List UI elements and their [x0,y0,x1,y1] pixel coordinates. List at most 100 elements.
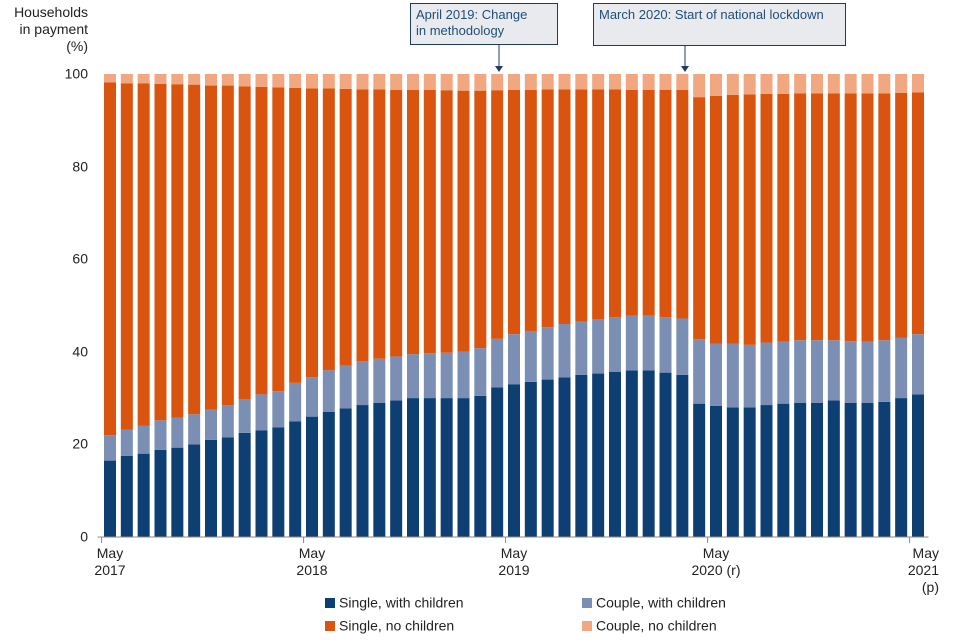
bar-segment [474,348,487,396]
bar-segment [777,93,790,342]
bar-segment [508,334,520,385]
x-tick-label: May 2018 [296,545,328,578]
bar-segment [777,74,790,94]
bar-segment [811,74,823,94]
annotation-arrowhead [495,66,503,72]
bar-segment [238,399,251,433]
bar-segment [356,405,369,537]
bar-segment [423,398,436,537]
bar-segment [760,405,773,537]
bar-segment [625,315,638,371]
bar-segment [541,379,554,537]
bar-segment [322,411,335,537]
bar-segment [609,89,621,318]
bar-segment [693,97,706,340]
bar-segment [794,74,807,94]
legend-swatch [582,621,592,631]
bar-segment [205,439,217,537]
bar-segment [726,94,739,344]
bar-segment [104,460,116,537]
bar-segment [120,83,133,430]
y-tick-label: 40 [72,343,88,360]
bar-segment [827,93,840,341]
bar-segment [878,340,891,402]
bar-segment [912,74,924,93]
bar-segment [558,377,571,537]
bar-segment [491,387,504,537]
bar-segment [642,74,655,90]
bar-segment [878,93,891,341]
bar-segment [373,358,386,403]
bar-segment [255,430,268,537]
bar-segment [659,372,672,537]
bar-segment [390,356,403,401]
bar-segment [861,402,874,537]
bar-segment [743,407,756,537]
y-tick-label: 20 [72,435,88,452]
bar-segment [726,407,739,537]
bar-segment [137,74,150,84]
bar-segment [221,85,234,406]
bar-segment [524,89,537,331]
bar-segment [878,401,891,537]
bar-segment [390,74,403,90]
bar-segment [609,74,621,90]
bar-segment [188,74,201,85]
bar-segment [289,87,302,383]
bar-segment [693,74,706,98]
bar-segment [272,87,285,392]
bar-segment [154,83,167,421]
y-tick-label: 60 [72,250,88,267]
bar-segment [440,352,453,399]
bar-segment [272,74,285,88]
bar-segment [322,88,335,371]
bar-segment [625,370,638,537]
bar-segment [861,341,874,403]
bar-segment [390,400,403,537]
bar-segment [558,324,571,378]
bar-segment [171,417,184,448]
bar-segment [356,361,369,406]
x-tick-label: May 2021 (p) [907,545,939,595]
x-tick-label: May 2017 [94,545,126,578]
bar-segment [407,398,419,537]
bar-segment [575,74,588,90]
bar-segment [306,88,318,378]
bar-segment [827,74,840,94]
bar-segment [373,74,386,90]
bar-segment [289,421,302,537]
x-tick-label: May 2020 (r) [691,545,741,578]
bar-segment [154,449,167,537]
bar-segment [322,370,335,412]
bar-segment [238,86,251,400]
bar-segment [171,74,184,85]
bar-segment [255,394,268,431]
legend-swatch [582,598,592,608]
bar-segment [895,74,908,93]
y-tick-label: 0 [80,528,88,545]
bar-segment [844,74,857,94]
bar-segment [508,89,520,335]
bar-segment [154,74,167,84]
bar-segment [137,83,150,426]
x-tick-label: May 2019 [498,545,530,578]
bar-segment [777,341,790,404]
bar-segment [289,382,302,422]
legend-label: Couple, with children [596,594,726,611]
bar-segment [137,453,150,537]
bar-segment [592,89,605,320]
bar-segment [693,339,706,404]
bar-segment [508,74,520,90]
bar-segment [878,74,891,94]
bar-segment [811,402,823,537]
bar-segment [710,343,722,406]
bar-segment [609,371,621,537]
bar-segment [541,74,554,90]
bar-segment [659,89,672,318]
bar-segment [188,444,201,537]
bar-segment [592,319,605,374]
bar-segment [457,90,470,352]
bar-segment [710,405,722,537]
bar-segment [575,321,588,375]
